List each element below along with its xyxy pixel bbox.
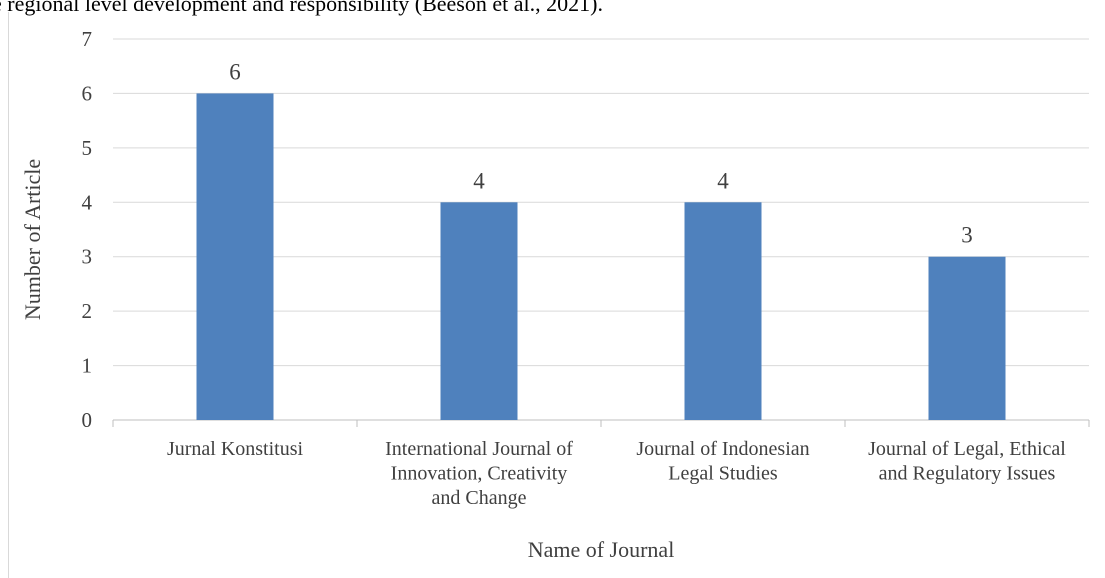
- x-tick-label-line: Journal of Indonesian: [636, 438, 809, 460]
- y-tick-label: 4: [82, 190, 93, 214]
- bar-1: [196, 93, 274, 420]
- x-tick-label: Jurnal Konstitusi: [167, 438, 304, 460]
- bar-2: [440, 202, 518, 420]
- y-axis-title: Number of Article: [20, 159, 45, 320]
- y-tick-label: 6: [82, 81, 93, 105]
- x-tick-label-line: Innovation, Creativity: [391, 463, 568, 485]
- x-tick-label-line: International Journal of: [385, 438, 573, 460]
- x-tick-label-line: and Regulatory Issues: [879, 463, 1056, 485]
- x-tick-label-line: Journal of Legal, Ethical: [868, 438, 1066, 460]
- bar-3: [684, 202, 762, 420]
- data-label: 6: [229, 59, 241, 84]
- data-label: 4: [473, 168, 485, 193]
- x-tick-label-line: Jurnal Konstitusi: [167, 438, 304, 460]
- data-label: 4: [717, 168, 729, 193]
- x-tick-label-line: Legal Studies: [668, 463, 778, 485]
- x-tick-label: Journal of Legal, Ethical and Regulatory …: [868, 438, 1066, 485]
- y-tick-label: 3: [82, 245, 93, 269]
- y-tick-label: 0: [82, 408, 93, 432]
- data-label: 3: [961, 223, 973, 248]
- x-tick-label: International Journal of Innovation, Crea…: [385, 438, 573, 509]
- bar-4: [928, 256, 1006, 420]
- x-tick-label-line: and Change: [432, 487, 527, 509]
- y-tick-label: 2: [82, 299, 93, 323]
- x-tick-label: Journal of Indonesian Legal Studies: [636, 438, 809, 485]
- x-axis-title: Name of Journal: [528, 537, 675, 562]
- y-tick-label: 5: [82, 136, 93, 160]
- y-tick-label: 7: [82, 27, 93, 51]
- chart-left-border: [8, 12, 9, 578]
- y-tick-label: 1: [82, 354, 93, 378]
- page-top-text: e regional level development and respons…: [0, 0, 603, 16]
